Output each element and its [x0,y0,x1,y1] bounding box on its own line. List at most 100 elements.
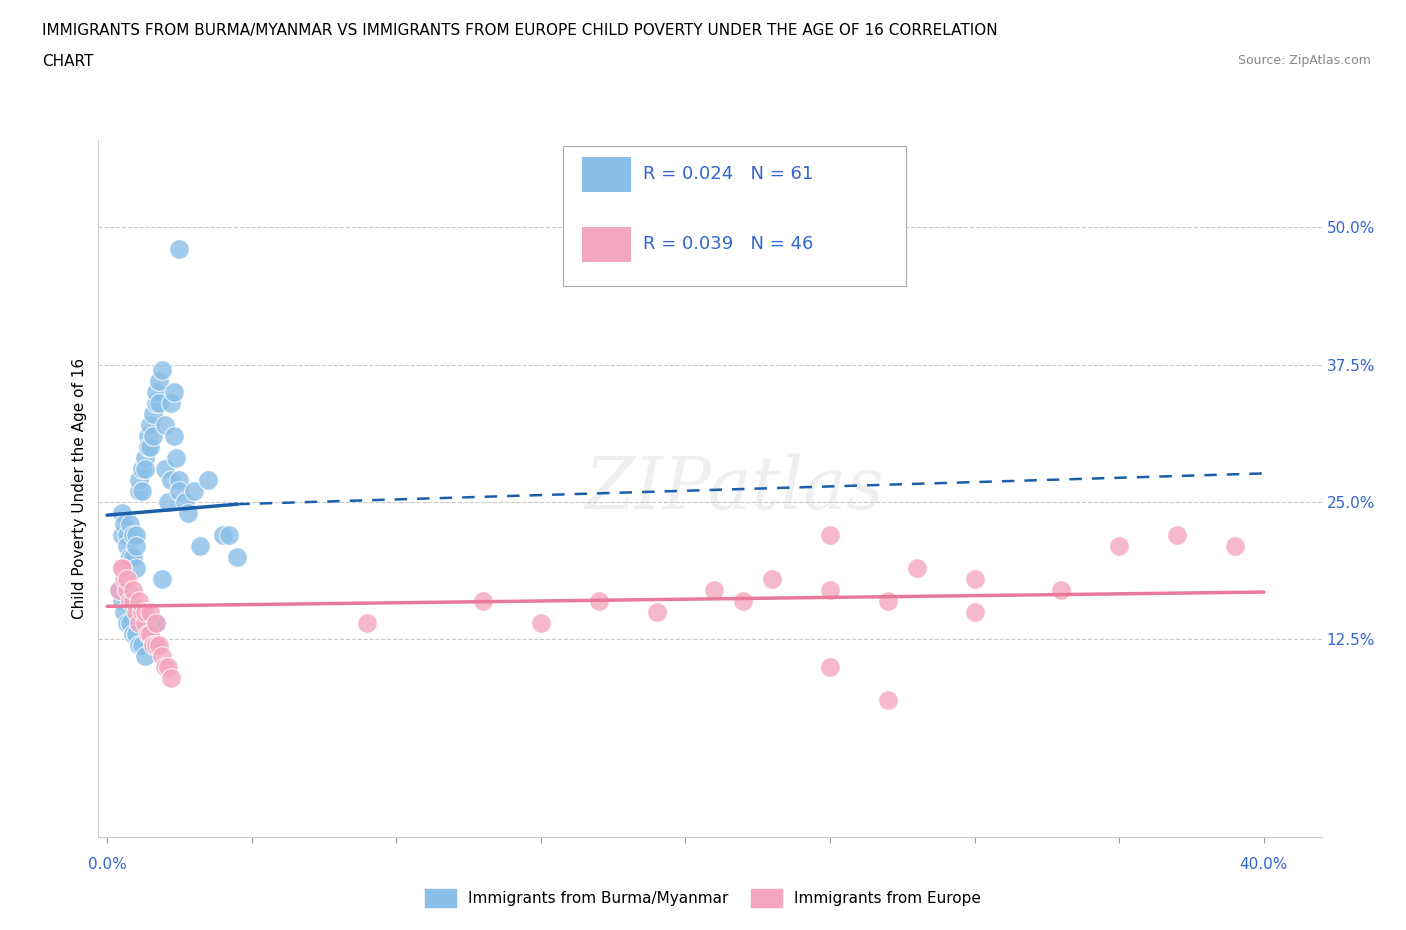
Point [148,374,170,389]
Point [117,571,139,586]
Point [177,506,200,521]
Point [107,582,129,597]
Point [117,616,139,631]
Point [156,659,179,674]
Point [818,527,841,542]
Point [134,604,156,619]
Point [703,582,725,597]
Point [159,395,181,410]
Text: IMMIGRANTS FROM BURMA/MYANMAR VS IMMIGRANTS FROM EUROPE CHILD POVERTY UNDER THE : IMMIGRANTS FROM BURMA/MYANMAR VS IMMIGRA… [42,23,998,38]
Point [1050,582,1073,597]
Point [588,593,610,608]
Point [120,550,142,565]
Point [1223,538,1246,553]
Point [153,461,176,476]
Point [1108,538,1130,553]
Point [117,582,139,597]
Point [117,538,139,553]
Point [156,495,179,510]
Point [472,593,495,608]
Point [197,472,219,487]
Text: CHART: CHART [42,54,94,69]
Point [145,616,167,631]
Point [145,385,167,400]
Point [120,616,142,631]
Point [134,461,156,476]
Point [122,582,145,597]
Point [122,593,145,608]
Point [139,626,162,641]
Point [128,616,150,631]
Point [136,440,159,455]
Point [134,648,156,663]
Point [125,604,148,619]
Point [134,616,156,631]
Point [162,385,184,400]
Legend: Immigrants from Burma/Myanmar, Immigrants from Europe: Immigrants from Burma/Myanmar, Immigrant… [419,884,987,913]
Point [128,593,150,608]
Point [218,527,240,542]
Text: R = 0.024   N = 61: R = 0.024 N = 61 [643,166,813,183]
Point [153,418,176,432]
Point [131,484,153,498]
Point [120,593,142,608]
Point [136,626,159,641]
Point [733,593,755,608]
Point [114,604,136,619]
Point [125,538,148,553]
Text: ZIPatlas: ZIPatlas [585,453,884,524]
Point [128,472,150,487]
Point [211,527,233,542]
Point [145,637,167,652]
Point [530,616,553,631]
Point [136,429,159,444]
Point [139,626,162,641]
Point [356,616,378,631]
Point [876,692,898,707]
Point [145,395,167,410]
Point [150,648,173,663]
Point [169,484,191,498]
Point [139,604,162,619]
Point [128,637,150,652]
Point [188,538,211,553]
Point [169,242,191,257]
Bar [582,157,630,192]
Point [818,582,841,597]
Point [963,604,986,619]
Point [110,561,132,576]
Point [142,637,165,652]
Text: 0.0%: 0.0% [87,857,127,871]
Point [142,429,165,444]
Point [150,571,173,586]
Point [125,561,148,576]
Point [761,571,783,586]
Point [169,472,191,487]
Point [159,671,181,685]
Point [139,418,162,432]
Text: Source: ZipAtlas.com: Source: ZipAtlas.com [1237,54,1371,67]
Point [166,451,188,466]
Point [645,604,668,619]
Point [125,527,148,542]
Text: 40.0%: 40.0% [1240,857,1288,871]
Point [117,527,139,542]
Point [148,395,170,410]
Point [131,637,153,652]
Point [114,516,136,531]
Point [122,626,145,641]
Point [818,659,841,674]
Text: R = 0.039   N = 46: R = 0.039 N = 46 [643,235,813,253]
Point [153,659,176,674]
Point [174,495,197,510]
Point [139,440,162,455]
Bar [582,227,630,261]
Point [145,616,167,631]
Point [134,451,156,466]
Point [159,472,181,487]
Point [128,484,150,498]
Point [131,461,153,476]
Point [114,571,136,586]
Point [122,527,145,542]
Y-axis label: Child Poverty Under the Age of 16: Child Poverty Under the Age of 16 [72,358,87,618]
